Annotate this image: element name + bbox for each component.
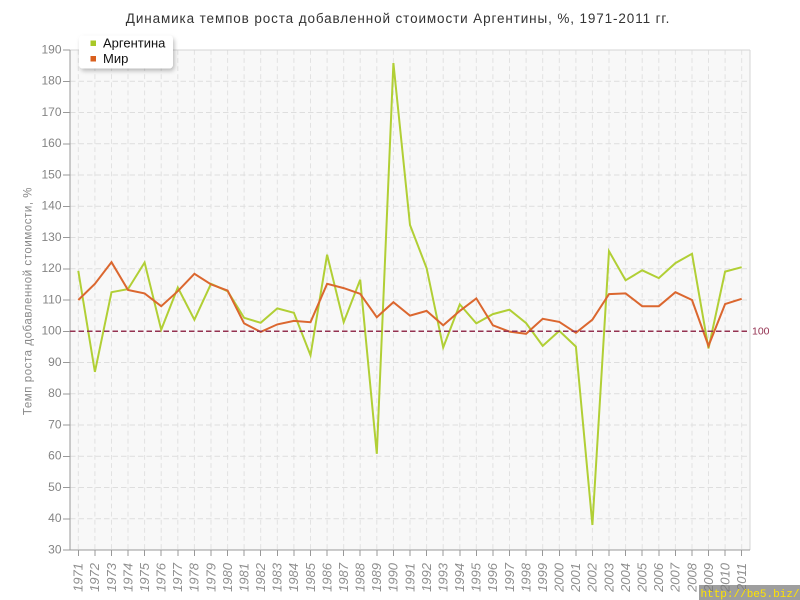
svg-text:190: 190 [41, 42, 61, 56]
svg-text:1977: 1977 [170, 562, 185, 592]
svg-text:40: 40 [48, 511, 62, 525]
svg-text:2011: 2011 [734, 563, 749, 592]
svg-text:1991: 1991 [402, 563, 417, 592]
svg-text:2000: 2000 [552, 562, 567, 593]
svg-text:1979: 1979 [203, 563, 218, 592]
svg-text:170: 170 [41, 105, 61, 119]
svg-text:1976: 1976 [154, 562, 169, 592]
svg-text:1987: 1987 [336, 562, 351, 592]
svg-text:1975: 1975 [137, 562, 152, 592]
svg-text:130: 130 [41, 230, 61, 244]
svg-text:2005: 2005 [635, 562, 650, 593]
svg-text:1997: 1997 [502, 562, 517, 592]
svg-text:1980: 1980 [220, 562, 235, 592]
svg-text:30: 30 [48, 542, 62, 556]
svg-text:100: 100 [752, 326, 770, 338]
svg-text:60: 60 [48, 449, 62, 463]
svg-text:1986: 1986 [319, 562, 334, 592]
svg-text:1971: 1971 [71, 563, 86, 592]
svg-text:2004: 2004 [618, 563, 633, 593]
svg-text:160: 160 [41, 136, 61, 150]
svg-text:2003: 2003 [601, 562, 616, 593]
svg-text:70: 70 [48, 417, 62, 431]
svg-text:Темп роста добавленной стоимос: Темп роста добавленной стоимости, % [23, 187, 35, 415]
svg-text:Динамика темпов роста добавлен: Динамика темпов роста добавленной стоимо… [126, 11, 670, 26]
svg-text:1984: 1984 [286, 563, 301, 592]
svg-text:2007: 2007 [668, 562, 683, 593]
svg-text:1988: 1988 [353, 562, 368, 592]
svg-text:1998: 1998 [518, 562, 533, 592]
svg-text:2008: 2008 [684, 562, 699, 593]
svg-text:Аргентина: Аргентина [103, 36, 166, 51]
svg-text:1992: 1992 [419, 562, 434, 592]
svg-text:1981: 1981 [236, 563, 251, 592]
svg-text:1989: 1989 [369, 563, 384, 592]
svg-text:2001: 2001 [568, 563, 583, 593]
svg-text:1973: 1973 [104, 562, 119, 592]
svg-text:1972: 1972 [87, 562, 102, 592]
svg-text:1983: 1983 [270, 562, 285, 592]
svg-text:1990: 1990 [386, 562, 401, 592]
svg-text:1982: 1982 [253, 562, 268, 592]
svg-text:80: 80 [48, 386, 62, 400]
svg-text:100: 100 [41, 324, 61, 338]
svg-text:1974: 1974 [120, 563, 135, 592]
svg-text:90: 90 [48, 355, 62, 369]
svg-text:1995: 1995 [469, 562, 484, 592]
svg-text:120: 120 [41, 261, 61, 275]
svg-text:50: 50 [48, 480, 62, 494]
svg-text:Мир: Мир [103, 51, 128, 66]
svg-text:1994: 1994 [452, 563, 467, 592]
svg-text:1996: 1996 [485, 562, 500, 592]
svg-text:150: 150 [41, 167, 61, 181]
svg-text:2006: 2006 [651, 562, 666, 593]
svg-text:180: 180 [41, 74, 61, 88]
svg-text:1978: 1978 [187, 562, 202, 592]
svg-text:110: 110 [42, 292, 61, 306]
svg-text:140: 140 [41, 199, 61, 213]
svg-text:1985: 1985 [303, 562, 318, 592]
svg-text:1999: 1999 [535, 563, 550, 592]
svg-text:2002: 2002 [585, 562, 600, 593]
svg-text:1993: 1993 [436, 562, 451, 592]
svg-text:http://be5.biz/: http://be5.biz/ [701, 589, 800, 600]
